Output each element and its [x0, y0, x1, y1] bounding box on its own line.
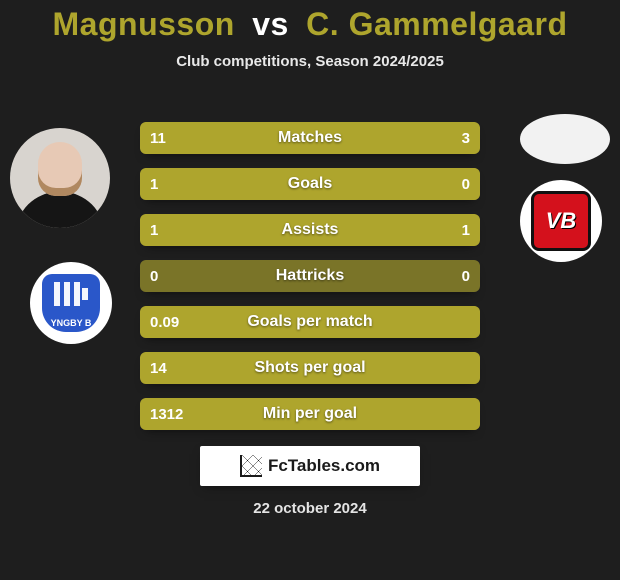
title: Magnusson vs C. Gammelgaard — [0, 0, 620, 43]
bar-fill-right — [310, 214, 480, 246]
bar-fill-left — [140, 122, 371, 154]
stat-bar-row: 11Assists — [140, 214, 480, 246]
stat-bar-row: 10Goals — [140, 168, 480, 200]
stat-bars: 113Matches 10Goals 11Assists 0 0Hattricks 0.0… — [140, 122, 480, 444]
source-logo: FcTables.com — [200, 446, 420, 486]
stat-bar-row: 0.09Goals per match — [140, 306, 480, 338]
stat-bar-row: 113Matches — [140, 122, 480, 154]
bar-value-left: 0 — [140, 260, 168, 292]
stat-bar-row: 0 0Hattricks — [140, 260, 480, 292]
club2-abbrev: VB — [546, 208, 577, 234]
vs-text: vs — [252, 6, 289, 42]
bar-fill-left — [140, 306, 480, 338]
player1-avatar — [10, 128, 110, 228]
player1-club-logo: YNGBY B — [30, 262, 112, 344]
bar-fill-left — [140, 352, 480, 384]
subtitle: Club competitions, Season 2024/2025 — [0, 53, 620, 70]
bar-fill-left — [140, 398, 480, 430]
bar-value-right: 0 — [452, 260, 480, 292]
stat-bar-row: 14Shots per goal — [140, 352, 480, 384]
bar-label: Hattricks — [140, 260, 480, 292]
stat-bar-row: 1312Min per goal — [140, 398, 480, 430]
date-text: 22 october 2024 — [0, 500, 620, 517]
chart-icon — [240, 455, 262, 477]
player1-name: Magnusson — [53, 6, 235, 42]
source-text: FcTables.com — [268, 456, 380, 476]
club-shield-icon: YNGBY B — [42, 274, 100, 332]
bar-fill-left — [140, 214, 310, 246]
comparison-card: Magnusson vs C. Gammelgaard Club competi… — [0, 0, 620, 580]
club-badge-icon: VB — [531, 191, 591, 251]
bar-fill-left — [140, 168, 480, 200]
player2-club-logo: VB — [520, 180, 602, 262]
club1-abbrev: YNGBY B — [51, 318, 92, 328]
bar-fill-right — [371, 122, 480, 154]
player2-name: C. Gammelgaard — [306, 6, 567, 42]
player2-avatar — [520, 114, 610, 164]
